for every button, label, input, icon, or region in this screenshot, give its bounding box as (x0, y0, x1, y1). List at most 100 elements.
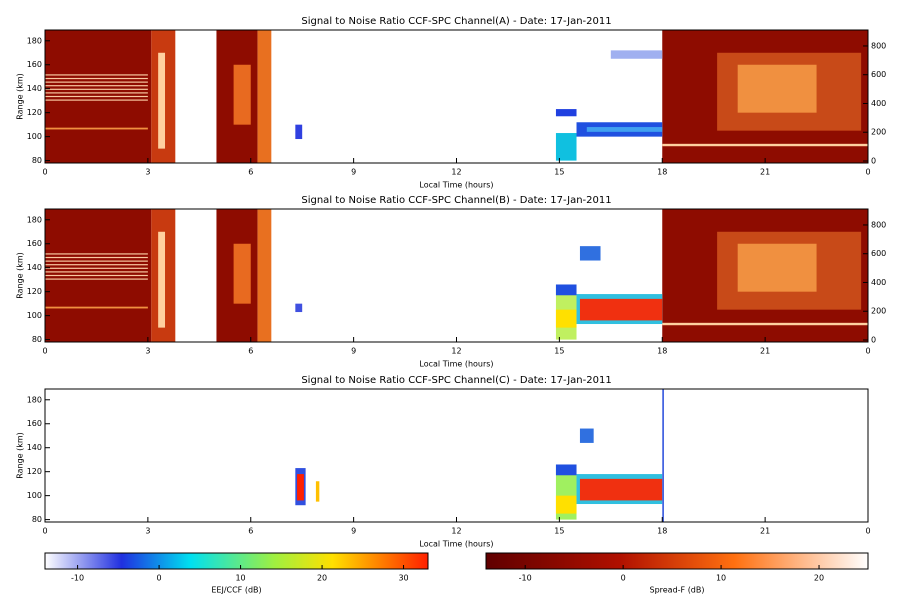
colorbar-tick-label: -10 (71, 574, 84, 583)
y-tick-label: 100 (27, 132, 42, 141)
x-tick-label: 6 (248, 527, 253, 536)
x-tick-label: 21 (760, 527, 770, 536)
colorbar-tick-label: 30 (398, 574, 408, 583)
x-tick-label: 6 (248, 168, 253, 177)
x-tick-label: 21 (760, 168, 770, 177)
y2-tick-label: 0 (871, 335, 876, 344)
x-tick-label: 3 (145, 347, 150, 356)
x-tick-label: 12 (451, 168, 461, 177)
y-tick-label: 80 (32, 515, 42, 524)
y2-tick-label: 0 (871, 156, 876, 165)
x-tick-label: 0 (42, 347, 47, 356)
x-axis-label: Local Time (hours) (419, 181, 493, 190)
heatmap-patch (45, 88, 148, 90)
heatmap-patch (233, 243, 251, 304)
colorbar-tick-label: 0 (621, 574, 626, 583)
x-axis-label: Local Time (hours) (419, 540, 493, 549)
colorbar (44, 552, 429, 570)
x-tick-label: 15 (554, 527, 564, 536)
x-tick-label: 0 (865, 347, 870, 356)
y2-tick-label: 400 (871, 278, 886, 287)
heatmap-patch (45, 253, 148, 255)
heatmap-patch (555, 464, 577, 476)
heatmap-patch (45, 260, 148, 262)
y-axis-label: Range (km) (16, 252, 25, 299)
y-tick-label: 80 (32, 156, 42, 165)
heatmap-patch (555, 284, 577, 296)
y-tick-label: 120 (27, 287, 42, 296)
heatmap-patch (579, 428, 594, 443)
y2-tick-label: 200 (871, 128, 886, 137)
heatmap-patch (295, 303, 303, 313)
heatmap-patch (45, 278, 148, 280)
y-tick-label: 160 (27, 239, 42, 248)
heatmap-patch (662, 322, 868, 326)
heatmap-patch (662, 389, 664, 522)
heatmap-patch (45, 85, 148, 87)
heatmap-patch (555, 309, 577, 328)
heatmap-patch (45, 95, 148, 98)
heatmap-patch (257, 30, 272, 163)
x-tick-label: 6 (248, 347, 253, 356)
heatmap-patch (579, 478, 663, 501)
y-tick-label: 160 (27, 60, 42, 69)
heatmap-patch (45, 81, 148, 83)
y2-tick-label: 600 (871, 70, 886, 79)
y2-tick-label: 400 (871, 99, 886, 108)
y-tick-label: 100 (27, 491, 42, 500)
heatmap-patch (297, 474, 304, 501)
heatmap-patch (45, 264, 148, 266)
y-tick-label: 180 (27, 395, 42, 404)
heatmap-patch (295, 124, 303, 140)
heatmap-patch (737, 64, 817, 113)
colorbar-label: EEJ/CCF (dB) (211, 586, 261, 595)
y-tick-label: 100 (27, 311, 42, 320)
heatmap-patch (45, 77, 148, 80)
y2-tick-label: 800 (871, 41, 886, 50)
x-tick-label: 0 (42, 168, 47, 177)
y-tick-label: 140 (27, 84, 42, 93)
heatmap-patch (610, 50, 663, 59)
plot-frame (44, 388, 869, 523)
colorbar-tick-label: 10 (235, 574, 245, 583)
x-tick-label: 21 (760, 347, 770, 356)
x-tick-label: 9 (351, 527, 356, 536)
x-tick-label: 0 (865, 168, 870, 177)
heatmap-patch (555, 109, 577, 117)
y2-tick-label: 600 (871, 249, 886, 258)
y-axis-label: Range (km) (16, 432, 25, 479)
y-tick-label: 120 (27, 108, 42, 117)
panel: Signal to Noise Ratio CCF-SPC Channel(A)… (16, 16, 887, 190)
y-tick-label: 80 (32, 335, 42, 344)
panel-title: Signal to Noise Ratio CCF-SPC Channel(A)… (301, 16, 611, 27)
heatmap-patch (45, 92, 148, 94)
colorbar-tick-label: 10 (716, 574, 726, 583)
heatmap-patch (737, 243, 817, 292)
y-axis-label: Range (km) (16, 73, 25, 120)
x-tick-label: 15 (554, 168, 564, 177)
x-tick-label: 9 (351, 168, 356, 177)
heatmap-patch (579, 298, 663, 321)
heatmap-patch (257, 209, 272, 342)
colorbar-label: Spread-F (dB) (649, 586, 704, 595)
x-tick-label: 18 (657, 527, 667, 536)
colorbar-tick-label: 20 (814, 574, 824, 583)
y2-tick-label: 800 (871, 220, 886, 229)
heatmap-patch (45, 267, 148, 269)
x-tick-label: 12 (451, 527, 461, 536)
heatmap-patch (45, 271, 148, 273)
heatmap-patch (45, 127, 148, 130)
y-tick-label: 180 (27, 36, 42, 45)
heatmap-patch (555, 495, 577, 514)
colorbar (485, 552, 869, 570)
x-tick-label: 3 (145, 168, 150, 177)
x-tick-label: 3 (145, 527, 150, 536)
heatmap-patch (45, 274, 148, 277)
heatmap-patch (158, 231, 166, 328)
colorbar-tick-label: 0 (157, 574, 162, 583)
y-tick-label: 140 (27, 263, 42, 272)
colorbar-tick-label: 20 (317, 574, 327, 583)
heatmap-patch (662, 143, 868, 147)
heatmap-patch (158, 52, 166, 149)
